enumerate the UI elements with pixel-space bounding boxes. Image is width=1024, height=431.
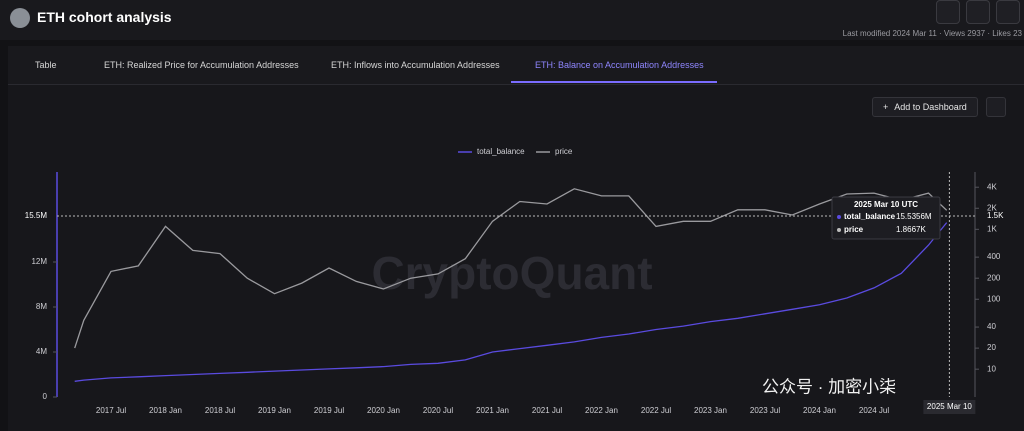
y-tick-label: 0 bbox=[43, 392, 48, 401]
chart-panel bbox=[8, 85, 1024, 431]
tooltip-dot bbox=[837, 215, 841, 219]
x-tick-label: 2021 Jul bbox=[532, 406, 562, 415]
tooltip-date: 2025 Mar 10 UTC bbox=[854, 200, 918, 209]
y-tick-label: 8M bbox=[36, 302, 47, 311]
x-tick-label: 2023 Jul bbox=[750, 406, 780, 415]
avatar bbox=[10, 8, 30, 28]
crosshair-x-box bbox=[923, 400, 976, 414]
y2-tick-label: 2K bbox=[987, 203, 997, 212]
series-line bbox=[74, 222, 948, 382]
tab[interactable]: ETH: Inflows into Accumulation Addresses bbox=[331, 60, 500, 70]
x-tick-label: 2022 Jan bbox=[585, 406, 618, 415]
crosshair-y-label: 15.5M bbox=[25, 211, 48, 220]
overlay-text: 公众号 · 加密小柒 bbox=[762, 377, 896, 396]
watermark: CryptoQuant bbox=[371, 247, 652, 299]
tooltip-box bbox=[831, 196, 941, 240]
share-button[interactable] bbox=[996, 0, 1020, 24]
x-tick-label: 2020 Jul bbox=[423, 406, 453, 415]
x-tick-label: 2024 Jan bbox=[803, 406, 836, 415]
x-tick-label: 2022 Jul bbox=[641, 406, 671, 415]
y2-tick-label: 100 bbox=[987, 294, 1001, 303]
dashboard-title: ETH cohort analysis bbox=[37, 9, 172, 25]
legend-label: price bbox=[555, 147, 573, 156]
y-tick-label: 12M bbox=[31, 257, 47, 266]
legend-label: total_balance bbox=[477, 147, 525, 156]
x-tick-label: 2019 Jul bbox=[314, 406, 344, 415]
tab-bar: Table ETH: Realized Price for Accumulati… bbox=[8, 46, 1024, 85]
bookmark-button[interactable] bbox=[966, 0, 990, 24]
x-tick-label: 2023 Jan bbox=[694, 406, 727, 415]
add-button[interactable]: + Add to Dashboard bbox=[872, 97, 978, 117]
series-line bbox=[74, 188, 948, 349]
tab[interactable]: Table bbox=[35, 60, 57, 70]
x-tick-label: 2017 Jul bbox=[96, 406, 126, 415]
x-tick-label: 2021 Jan bbox=[476, 406, 509, 415]
tab[interactable]: ETH: Realized Price for Accumulation Add… bbox=[104, 60, 299, 70]
tab-underline bbox=[511, 81, 717, 83]
like-button[interactable] bbox=[936, 0, 960, 24]
x-tick-label: 2019 Jan bbox=[258, 406, 291, 415]
x-tick-label: 2024 Jul bbox=[859, 406, 889, 415]
y2-tick-label: 200 bbox=[987, 273, 1001, 282]
y-tick-label: 4M bbox=[36, 347, 47, 356]
tooltip-name: total_balance bbox=[844, 212, 896, 221]
tooltip-dot bbox=[837, 228, 841, 232]
y2-tick-label: 40 bbox=[987, 322, 996, 331]
tooltip-value: 1.8667K bbox=[896, 225, 926, 234]
y2-tick-label: 400 bbox=[987, 252, 1001, 261]
y2-tick-label: 20 bbox=[987, 343, 996, 352]
x-tick-label: 2020 Jan bbox=[367, 406, 400, 415]
meta: Last modified 2024 Mar 11 · Views 2937 ·… bbox=[842, 29, 1022, 38]
y2-tick-label: 1K bbox=[987, 224, 997, 233]
crosshair-x-label: 2025 Mar 10 bbox=[927, 402, 972, 411]
header: ETH cohort analysis Last modified 2024 M… bbox=[0, 0, 1024, 40]
tooltip-value: 15.5356M bbox=[896, 212, 932, 221]
tooltip-name: price bbox=[844, 225, 864, 234]
x-tick-label: 2018 Jul bbox=[205, 406, 235, 415]
tab-active[interactable]: ETH: Balance on Accumulation Addresses bbox=[535, 60, 704, 70]
add-button-label: Add to Dashboard bbox=[894, 102, 967, 112]
y2-tick-label: 10 bbox=[987, 364, 996, 373]
more-button[interactable] bbox=[986, 97, 1006, 117]
crosshair-y2-label: 1.5K bbox=[987, 211, 1004, 220]
x-tick-label: 2018 Jan bbox=[149, 406, 182, 415]
y2-tick-label: 4K bbox=[987, 182, 997, 191]
